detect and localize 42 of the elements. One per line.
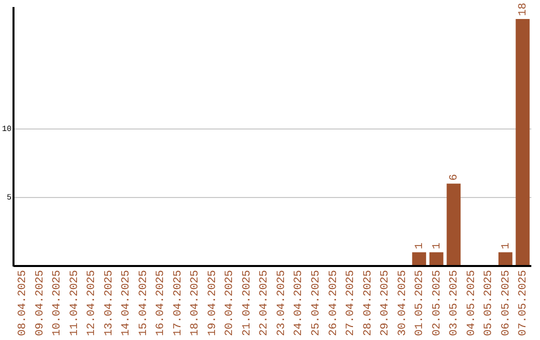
x-tick-label: 29.04.2025 — [380, 270, 392, 336]
x-tick-label: 01.05.2025 — [414, 270, 426, 336]
x-tick-label: 08.04.2025 — [17, 270, 30, 336]
x-tick-label: 12.04.2025 — [86, 270, 98, 336]
x-tick-label: 19.04.2025 — [206, 270, 219, 336]
bar — [429, 252, 444, 266]
x-tick-label: 16.04.2025 — [155, 270, 168, 336]
bar — [498, 252, 512, 266]
bar — [516, 18, 530, 266]
x-tick-label: 04.05.2025 — [466, 270, 478, 336]
data-label: 6 — [448, 174, 461, 181]
x-tick-label: 06.05.2025 — [500, 270, 512, 336]
x-tick-label: 20.04.2025 — [224, 270, 236, 336]
x-tick-label: 10.04.2025 — [52, 270, 64, 336]
x-tick-label: 18.04.2025 — [190, 270, 202, 336]
x-tick-label: 22.04.2025 — [258, 270, 271, 336]
x-tick-label: 05.05.2025 — [483, 270, 496, 336]
x-tick-label: 30.04.2025 — [396, 270, 409, 336]
x-tick-label: 11.04.2025 — [68, 270, 81, 336]
bar — [412, 252, 426, 266]
x-tick-label: 03.05.2025 — [448, 270, 461, 336]
x-tick-label: 09.04.2025 — [34, 270, 46, 336]
data-label: 1 — [414, 242, 426, 250]
y-tick-label: 10 — [2, 124, 12, 134]
x-tick-label: 27.04.2025 — [345, 270, 358, 336]
x-tick-label: 13.04.2025 — [103, 270, 116, 336]
x-tick-label: 26.04.2025 — [328, 270, 340, 336]
x-tick-label: 25.04.2025 — [310, 270, 322, 336]
data-label: 1 — [431, 242, 444, 250]
x-tick-label: 14.04.2025 — [120, 270, 133, 336]
x-tick-label: 02.05.2025 — [431, 270, 444, 336]
x-tick-label: 17.04.2025 — [172, 270, 184, 336]
x-tick-label: 21.04.2025 — [241, 270, 254, 336]
data-label: 18 — [518, 2, 530, 16]
x-tick-label: 28.04.2025 — [362, 270, 374, 336]
bar — [446, 184, 461, 266]
x-tick-label: 24.04.2025 — [293, 270, 306, 336]
x-tick-label: 15.04.2025 — [138, 270, 150, 336]
x-tick-label: 07.05.2025 — [518, 270, 530, 336]
data-label: 1 — [500, 242, 512, 250]
x-tick-label: 23.04.2025 — [276, 270, 288, 336]
y-tick-label: 5 — [6, 194, 12, 202]
